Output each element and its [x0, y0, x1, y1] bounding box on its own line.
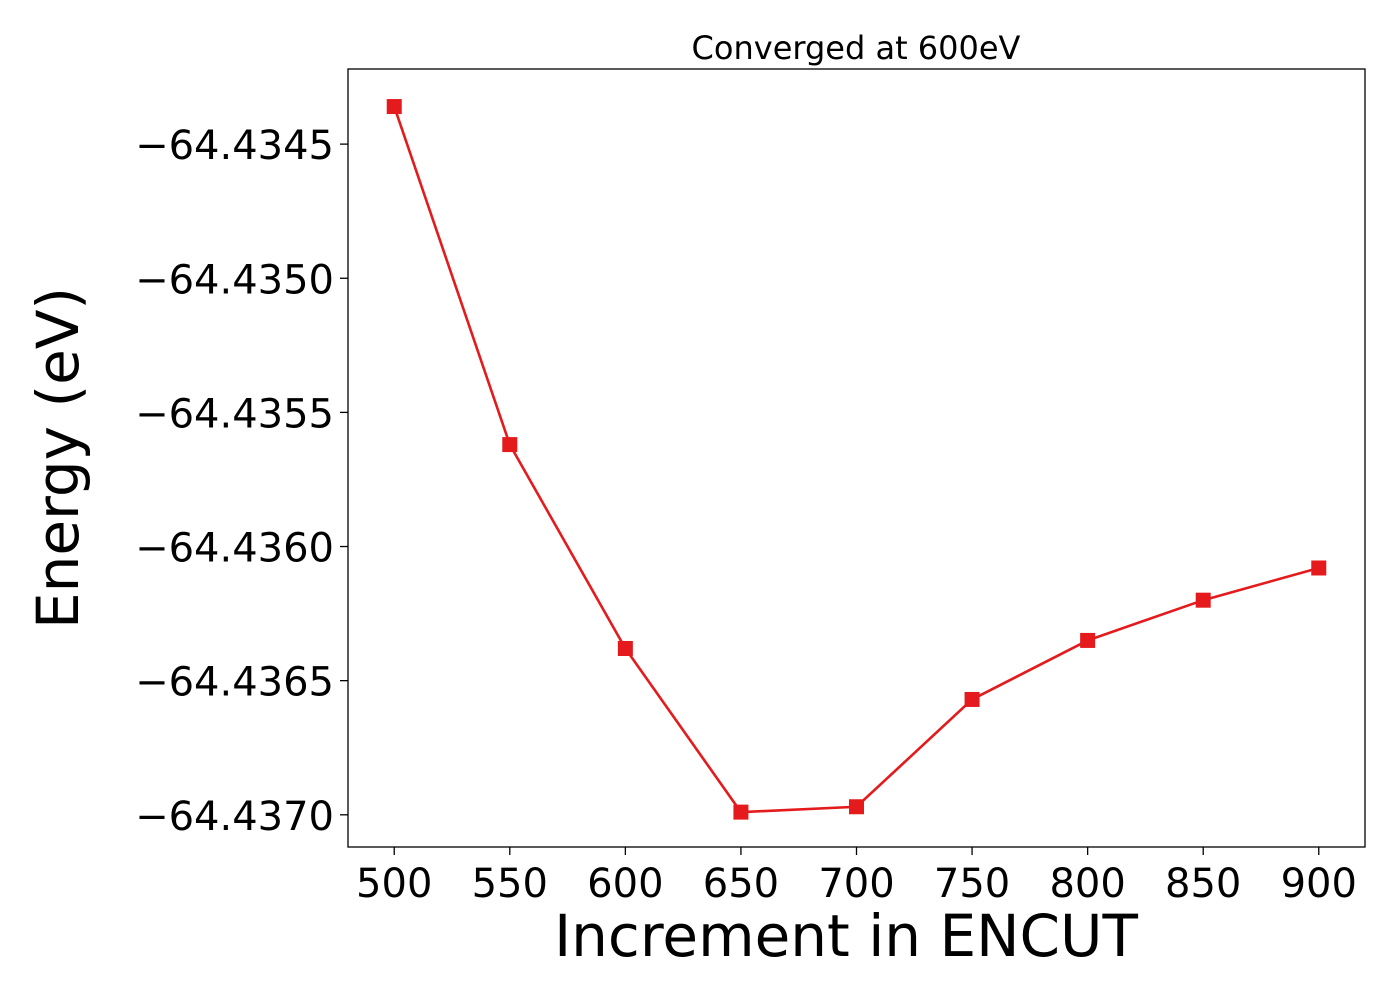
x-tick-label: 750: [934, 861, 1010, 907]
x-tick-label: 900: [1281, 861, 1357, 907]
chart-title: Converged at 600eV: [692, 29, 1021, 67]
data-point: [502, 437, 518, 453]
data-point: [849, 799, 864, 815]
y-axis-label: Energy (eV): [24, 287, 92, 629]
x-tick-label: 800: [1049, 861, 1125, 907]
data-point: [733, 804, 749, 820]
plot-area: [347, 68, 1366, 848]
series-line: [392, 106, 1320, 814]
series-energy: [386, 99, 1327, 820]
data-point: [1311, 560, 1327, 576]
x-tick-label: 500: [356, 861, 432, 907]
x-tick-label: 850: [1165, 861, 1241, 907]
x-tick-label: 700: [818, 861, 894, 907]
x-tick-label: 650: [703, 861, 779, 907]
data-point: [617, 640, 633, 656]
data-point: [1195, 592, 1211, 608]
y-tick-label: −64.4350: [135, 257, 334, 303]
y-tick-label: −64.4365: [135, 660, 334, 706]
data-point: [1080, 632, 1096, 648]
y-tick-label: −64.4370: [135, 794, 334, 840]
y-tick-label: −64.4355: [135, 391, 334, 437]
x-axis: 500 550 600 650 700 750 800 850 900: [356, 847, 1357, 907]
x-tick-label: 550: [472, 861, 548, 907]
x-axis-label: Increment in ENCUT: [554, 902, 1138, 970]
y-tick-label: −64.4345: [135, 123, 334, 169]
x-tick-label: 600: [587, 861, 663, 907]
data-point: [964, 691, 980, 707]
data-point: [386, 99, 402, 115]
y-axis: −64.4345 −64.4350 −64.4355 −64.4360 −64.4365…: [135, 123, 348, 840]
y-tick-label: −64.4360: [135, 526, 334, 572]
